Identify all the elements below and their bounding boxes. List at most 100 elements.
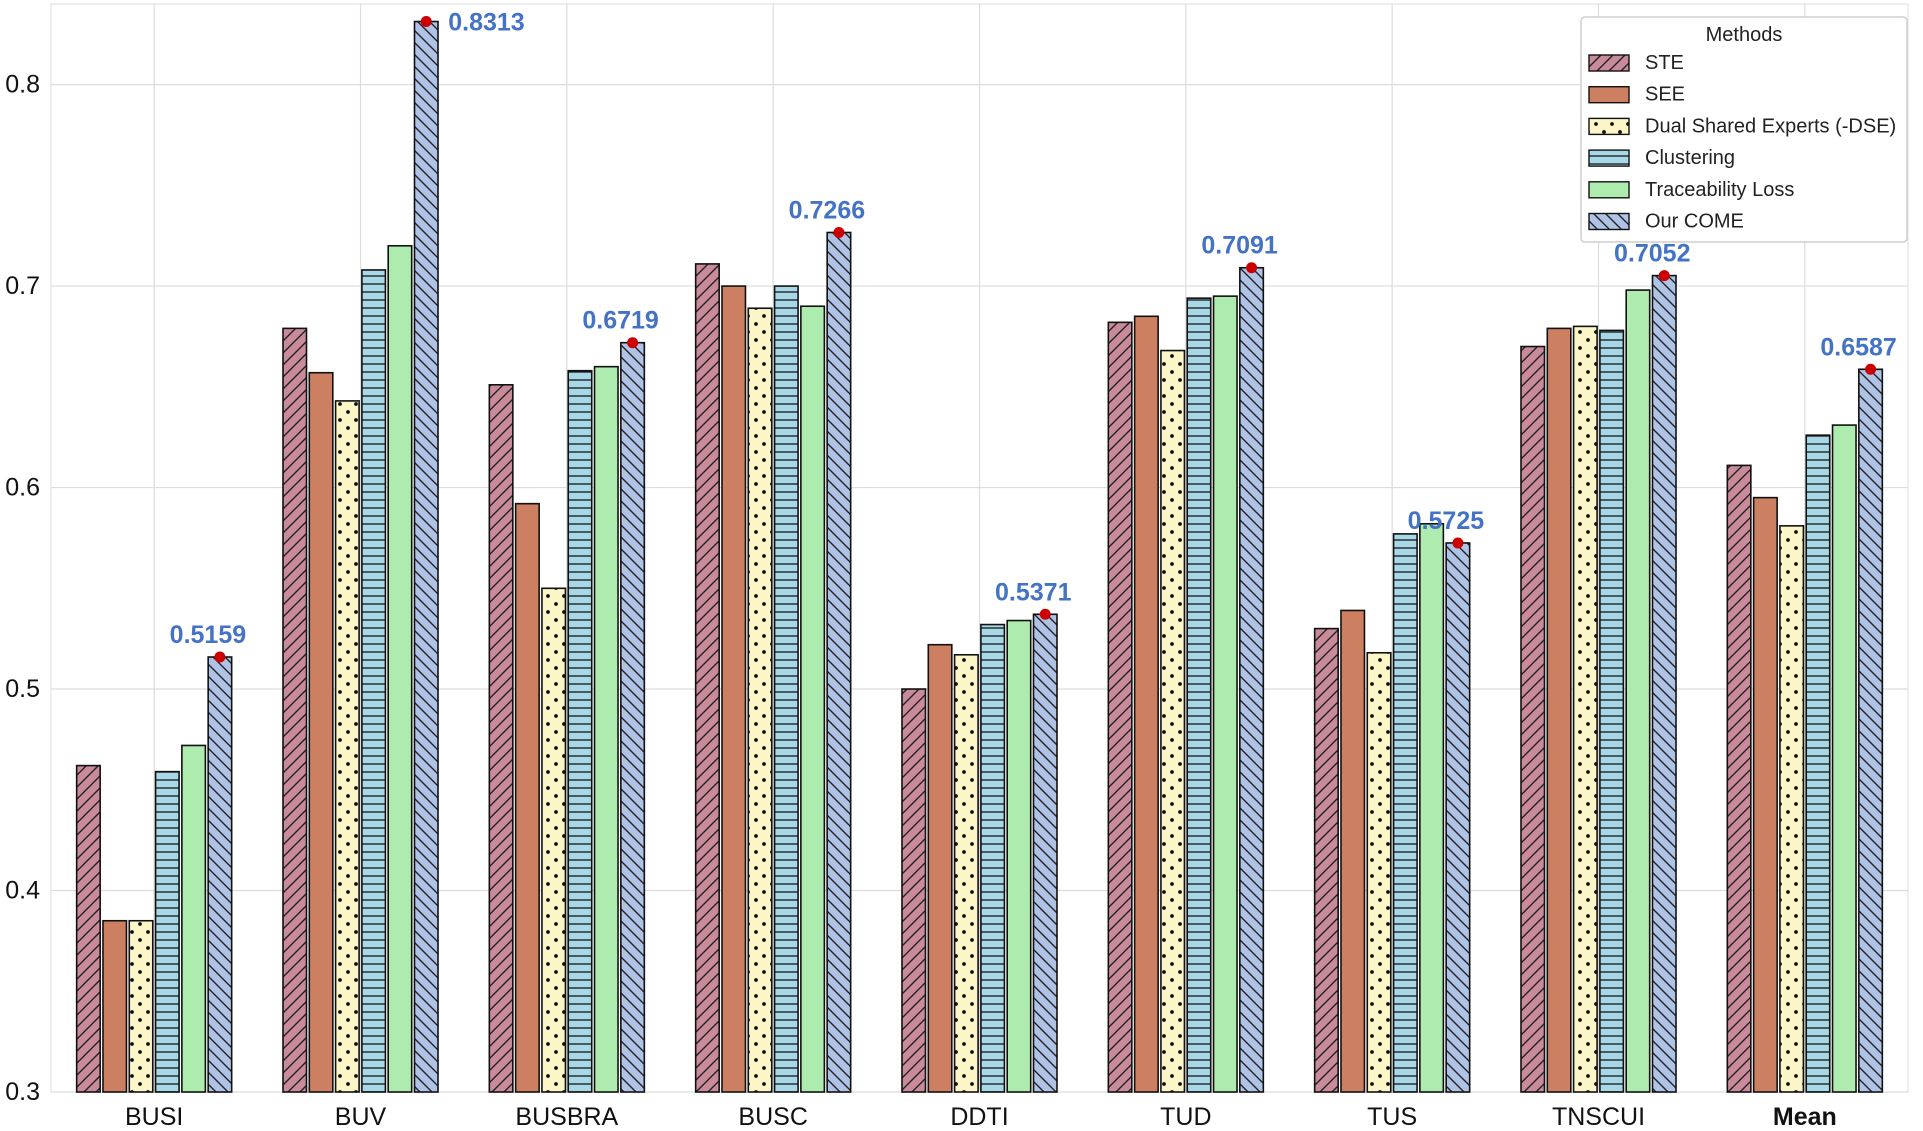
legend-box bbox=[1580, 16, 1908, 243]
legend: Methods STE SEE Dual Shared Experts (-DSE) C… bbox=[1580, 16, 1908, 243]
legend-swatch-hatch bbox=[1589, 150, 1629, 167]
bar-fill bbox=[309, 372, 333, 1092]
bar bbox=[154, 770, 180, 1093]
value-label: 0.5371 bbox=[995, 578, 1072, 606]
bar-outline bbox=[1625, 289, 1651, 1093]
y-tick-label: 0.7 bbox=[5, 272, 40, 300]
bar-outline bbox=[1366, 651, 1392, 1093]
bar-hatch bbox=[1367, 652, 1391, 1092]
bar-fill bbox=[1419, 523, 1444, 1092]
bar-hatch bbox=[1599, 330, 1624, 1092]
value-marker bbox=[627, 337, 639, 349]
value-marker bbox=[214, 651, 226, 663]
bar bbox=[282, 327, 308, 1093]
x-tick-label: TUD bbox=[1160, 1103, 1211, 1131]
bar bbox=[514, 502, 540, 1093]
bar-outline bbox=[1805, 434, 1831, 1093]
bar bbox=[1239, 266, 1265, 1093]
bar bbox=[567, 369, 593, 1093]
bar-hatch bbox=[1806, 435, 1830, 1092]
bar-hatch bbox=[1858, 369, 1883, 1093]
bar-outline bbox=[567, 369, 593, 1093]
bar bbox=[488, 383, 514, 1093]
bar bbox=[1006, 619, 1032, 1093]
bar-hatch bbox=[568, 370, 592, 1092]
bar-outline bbox=[1752, 496, 1778, 1093]
bar-fill bbox=[102, 920, 127, 1092]
bar bbox=[334, 400, 360, 1093]
legend-label: Traceability Loss bbox=[1645, 179, 1794, 201]
bar-outline bbox=[980, 623, 1006, 1093]
y-tick-label: 0.5 bbox=[5, 675, 40, 703]
bar bbox=[1419, 523, 1445, 1093]
value-label: 0.6719 bbox=[582, 307, 658, 335]
bar bbox=[1779, 525, 1805, 1093]
bar-outline bbox=[102, 919, 128, 1093]
bar bbox=[1032, 613, 1058, 1093]
bar-fill bbox=[1134, 316, 1159, 1093]
bar-hatch bbox=[827, 232, 851, 1093]
legend-item: SEE bbox=[1588, 84, 1685, 106]
bar bbox=[980, 623, 1006, 1093]
bar-outline bbox=[308, 371, 334, 1093]
bar-fill bbox=[181, 745, 206, 1092]
y-tick-label: 0.8 bbox=[5, 71, 40, 99]
legend-item: Dual Shared Experts (-DSE) bbox=[1588, 115, 1896, 137]
value-label: 0.7052 bbox=[1614, 240, 1690, 268]
bar bbox=[953, 653, 979, 1093]
bar-hatch bbox=[1239, 267, 1264, 1092]
bar-outline bbox=[1006, 619, 1032, 1093]
legend-swatch-outline bbox=[1588, 117, 1630, 136]
value-label: 0.8313 bbox=[448, 9, 524, 37]
bar-hatch bbox=[541, 588, 566, 1092]
bar-hatch bbox=[1727, 465, 1751, 1092]
bar bbox=[1546, 327, 1572, 1093]
bar bbox=[102, 919, 128, 1093]
value-label: 0.7266 bbox=[789, 196, 865, 224]
bar-outline bbox=[1313, 627, 1339, 1093]
bar-hatch bbox=[1573, 326, 1598, 1092]
bar bbox=[1625, 289, 1651, 1093]
annotations: 0.5159 0.8313 0.6719 0.7266 0.5371 0.7091 0.57… bbox=[170, 9, 1897, 663]
legend-label: Dual Shared Experts (-DSE) bbox=[1645, 115, 1896, 137]
axes: 0.3 0.4 0.5 0.6 0.7 0.8 BUSI BUV BUSBRA BUSC DDTI T… bbox=[5, 71, 1837, 1131]
bar bbox=[620, 341, 646, 1093]
bar-outline bbox=[514, 502, 540, 1093]
legend-swatch-hatch bbox=[1589, 55, 1629, 71]
bar-fill bbox=[1753, 497, 1778, 1092]
bar-outline bbox=[1133, 315, 1159, 1093]
legend-item: Clustering bbox=[1588, 147, 1735, 169]
bars bbox=[75, 20, 1884, 1093]
bar-fill bbox=[515, 503, 540, 1092]
bar bbox=[1392, 533, 1418, 1093]
legend-swatch-outline bbox=[1588, 54, 1630, 72]
bar-hatch bbox=[1779, 525, 1804, 1092]
x-tick-label: TNSCUI bbox=[1552, 1103, 1645, 1131]
bar-outline bbox=[387, 244, 413, 1093]
bar bbox=[541, 587, 567, 1093]
bar-outline bbox=[721, 285, 747, 1093]
bar-fill bbox=[1340, 610, 1365, 1092]
bar bbox=[1858, 368, 1884, 1093]
bar-fill bbox=[721, 286, 746, 1092]
bar-hatch bbox=[208, 657, 232, 1092]
bar-outline bbox=[361, 269, 387, 1093]
legend-swatch-hatch bbox=[1589, 213, 1629, 230]
legend-label: SEE bbox=[1645, 84, 1685, 106]
bar-outline bbox=[901, 688, 927, 1093]
bar-hatch bbox=[1160, 350, 1185, 1092]
bar bbox=[1520, 345, 1546, 1093]
bar-outline bbox=[154, 770, 180, 1093]
bar-hatch bbox=[748, 308, 772, 1092]
bar-hatch bbox=[76, 765, 101, 1092]
value-label: 0.7091 bbox=[1201, 232, 1278, 260]
x-tick-label: BUSI bbox=[125, 1103, 183, 1131]
x-tick-label: BUSBRA bbox=[515, 1103, 618, 1131]
legend-label: Our COME bbox=[1645, 211, 1744, 233]
bar-outline bbox=[1186, 297, 1212, 1093]
bar-hatch bbox=[155, 771, 180, 1092]
bar-outline bbox=[334, 400, 360, 1093]
bar bbox=[1752, 496, 1778, 1093]
bar-outline bbox=[75, 764, 101, 1093]
bar-hatch bbox=[902, 689, 926, 1092]
